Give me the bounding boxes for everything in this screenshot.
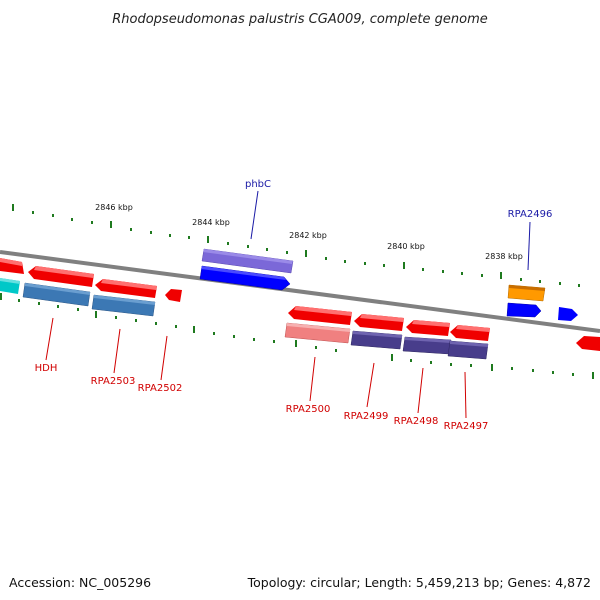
label-RPA2499-group[interactable]: RPA2499	[344, 362, 389, 422]
ruler-label-2840: 2840 kbp	[387, 242, 425, 251]
gene-RPA2496[interactable]	[507, 284, 546, 302]
ruler-label-2838: 2838 kbp	[485, 252, 523, 261]
gene-RPA2503-red[interactable]	[95, 279, 157, 298]
label-RPA2503-group[interactable]: RPA2503	[91, 328, 136, 387]
label-RPA2503: RPA2503	[91, 376, 136, 387]
ruler-label-2842: 2842 kbp	[289, 231, 327, 240]
gene-cyan-left-edge[interactable]	[0, 278, 20, 294]
label-RPA2496-group[interactable]: RPA2496	[508, 209, 553, 271]
gene-RPA2502[interactable]	[165, 289, 182, 302]
ruler-label-2844: 2844 kbp	[192, 218, 230, 227]
label-RPA2498-group[interactable]: RPA2498	[394, 367, 439, 427]
gene-RPA2499[interactable]	[350, 330, 403, 350]
footer-accession: Accession: NC_005296	[9, 575, 151, 590]
gene-RPA2503[interactable]	[91, 294, 156, 317]
gene-blue-small-right[interactable]	[558, 307, 578, 321]
gene-RPA2497-red[interactable]	[450, 325, 490, 341]
label-HDH-group[interactable]: HDH	[35, 317, 58, 374]
gene-RPA2497[interactable]	[447, 340, 489, 360]
gene-RPA2499-red[interactable]	[354, 314, 404, 331]
gene-red-left-edge[interactable]	[0, 258, 24, 274]
genome-backbone	[0, 250, 600, 333]
gene-RPA2498-red[interactable]	[406, 320, 450, 336]
gene-RPA2500[interactable]	[284, 322, 351, 344]
footer-summary: Topology: circular; Length: 5,459,213 bp…	[247, 575, 591, 590]
label-phbC-group[interactable]: phbC	[245, 179, 271, 240]
label-RPA2499: RPA2499	[344, 411, 389, 422]
gene-red-right-edge[interactable]	[576, 336, 600, 351]
label-HDH: HDH	[35, 363, 58, 374]
label-phbC: phbC	[245, 179, 271, 190]
label-RPA2500-group[interactable]: RPA2500	[286, 356, 331, 415]
gene-RPA2496-cds[interactable]	[506, 302, 542, 318]
ruler-labels: 2846 kbp 2844 kbp 2842 kbp 2840 kbp 2838…	[95, 203, 523, 261]
lower-tick-ruler	[0, 293, 594, 379]
gene-RPA2500-red[interactable]	[288, 306, 352, 325]
label-RPA2498: RPA2498	[394, 416, 439, 427]
label-RPA2502: RPA2502	[138, 383, 183, 394]
label-RPA2502-group[interactable]: RPA2502	[138, 335, 183, 394]
label-RPA2500: RPA2500	[286, 404, 331, 415]
label-RPA2496: RPA2496	[508, 209, 553, 220]
gene-RPA2498[interactable]	[402, 336, 452, 355]
label-RPA2497: RPA2497	[444, 421, 489, 432]
label-RPA2497-group[interactable]: RPA2497	[444, 371, 489, 432]
gene-phbC[interactable]	[201, 248, 294, 274]
upper-tick-ruler	[12, 204, 580, 287]
gene-phbC-cds[interactable]	[199, 265, 291, 291]
gene-HDH-red[interactable]	[28, 266, 94, 287]
gene-HDH[interactable]	[22, 282, 91, 307]
ruler-label-2846: 2846 kbp	[95, 203, 133, 212]
map-title: Rhodopseudomonas palustris CGA009, compl…	[112, 12, 488, 27]
